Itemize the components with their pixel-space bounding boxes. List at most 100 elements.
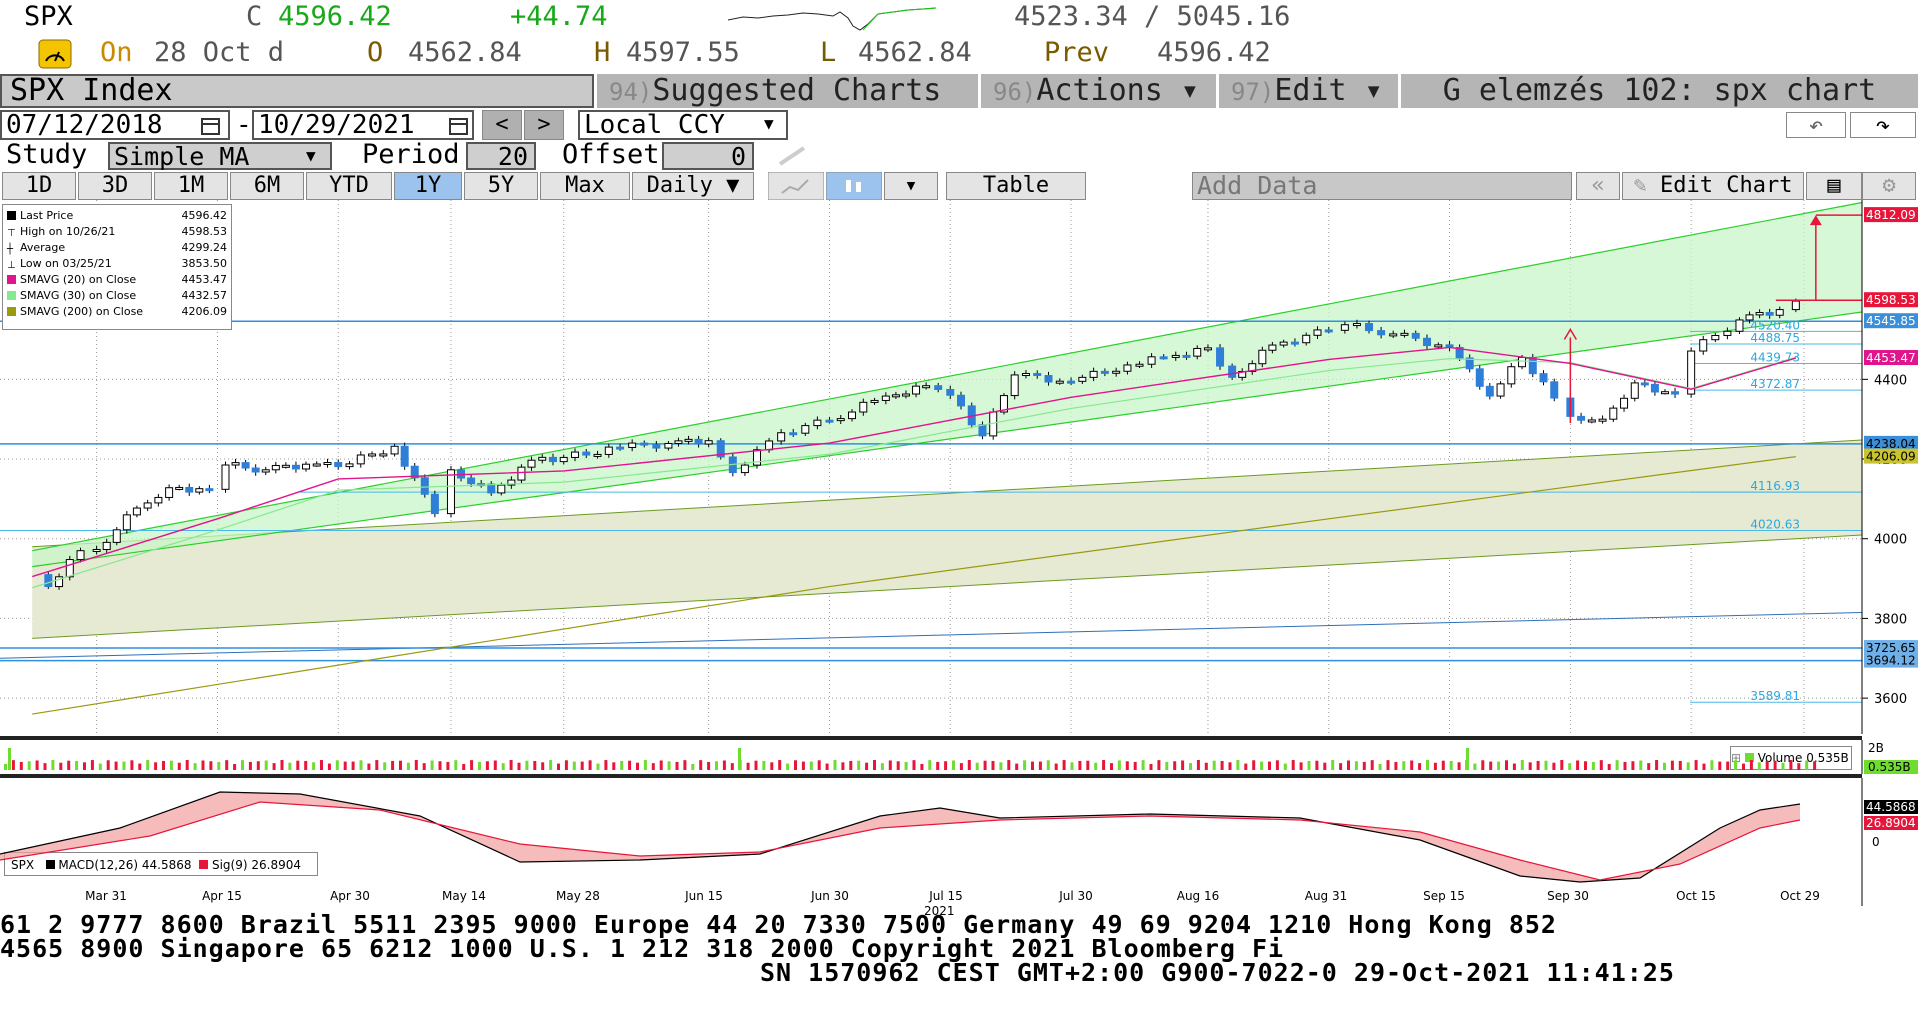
timeframe-3d[interactable]: 3D (78, 172, 152, 200)
study-select[interactable]: Simple MA (108, 142, 332, 170)
volume-bar (501, 763, 505, 770)
calendar-icon[interactable] (448, 116, 470, 136)
volume-bar (430, 760, 434, 770)
timeframe-5y[interactable]: 5Y (464, 172, 538, 200)
tab-suggested-charts[interactable]: 94)Suggested Charts (594, 74, 978, 108)
legend-value: 4432.57 (181, 289, 228, 302)
open-price: 4562.84 (408, 37, 522, 68)
contact-ticker-line-1: 61 2 9777 8600 Brazil 5511 2395 9000 Eur… (0, 910, 1557, 939)
volume-bar (51, 760, 55, 770)
indicator-panels[interactable]: 2B 0.535B 44.5868 26.8904 0 Mar 31 Apr 15 Apr 3… (0, 736, 1918, 906)
next-period-button[interactable]: > (524, 110, 564, 140)
x-tick-label: Jun 15 (684, 889, 723, 903)
volume-bar (983, 760, 987, 770)
prev-period-button[interactable]: < (482, 110, 522, 140)
candle (507, 479, 516, 486)
volume-bar (35, 760, 39, 770)
volume-bar (1441, 760, 1445, 770)
collapse-icon[interactable]: ⊞ (1731, 751, 1742, 765)
volume-bar (1623, 761, 1627, 770)
start-date-input[interactable]: 07/12/2018 (0, 110, 230, 140)
volume-bar (422, 763, 426, 770)
chevron-down-icon[interactable]: ▼ (306, 146, 316, 165)
legend-row: SMAVG (200) on Close 4206.09 (7, 304, 227, 319)
x-tick-label: Mar 31 (85, 889, 127, 903)
timeframe-1m[interactable]: 1M (154, 172, 228, 200)
x-tick-label: Aug 16 (1177, 889, 1220, 903)
chevron-down-icon[interactable]: ▼ (764, 114, 774, 133)
volume-bar (1102, 760, 1106, 770)
volume-bar (438, 761, 442, 770)
volume-bar (272, 763, 276, 770)
volume-bar (1773, 760, 1777, 770)
tab-number: 97) (1231, 78, 1275, 106)
volume-bar (833, 760, 837, 770)
candle (1324, 329, 1333, 333)
gear-icon[interactable]: ⚙ (1862, 172, 1916, 200)
timeframe-max[interactable]: Max (540, 172, 630, 200)
volume-bar (588, 760, 592, 770)
volume-bar (1536, 760, 1540, 770)
period-input[interactable]: 20 (466, 142, 536, 170)
candle (221, 464, 230, 490)
alert-gauge-icon[interactable] (38, 39, 72, 69)
edit-chart-button[interactable]: ✎ Edit Chart (1622, 172, 1804, 200)
low-marker-icon: ⊥ (7, 260, 16, 271)
chart-settings-icon[interactable]: ▤ (1806, 172, 1862, 200)
volume-bar (691, 763, 695, 770)
volume-bar (43, 763, 47, 770)
redo-button[interactable]: ↷ (1850, 112, 1916, 138)
candle (740, 464, 749, 474)
calendar-icon[interactable] (200, 116, 222, 136)
legend-row: ┼ Average 4299.24 (7, 240, 227, 255)
candle (1089, 370, 1098, 378)
candle (1159, 356, 1168, 360)
volume-bar (1062, 760, 1066, 770)
candle (1365, 323, 1374, 332)
tab-actions[interactable]: 96)Actions ▾ (978, 74, 1216, 108)
axis-tag-label: 0.535B (1868, 760, 1911, 774)
chart-type-dropdown[interactable]: ▾ (884, 172, 938, 200)
candle (1735, 319, 1744, 332)
candle (1671, 391, 1680, 395)
offset-input[interactable]: 0 (662, 142, 754, 170)
rewind-button[interactable]: « (1576, 172, 1620, 200)
add-data-input[interactable]: Add Data (1192, 172, 1572, 200)
candle (789, 432, 798, 436)
line-chart-icon[interactable] (768, 172, 824, 200)
candle (848, 411, 857, 420)
timeframe-1y[interactable]: 1Y (394, 172, 462, 200)
interval-select[interactable]: Daily ▼ (632, 172, 754, 200)
table-button[interactable]: Table (946, 172, 1086, 200)
volume-bar (1315, 760, 1319, 770)
volume-bar (1046, 760, 1050, 770)
volume-bar (177, 762, 181, 770)
panel-divider (0, 736, 1862, 740)
timeframe-ytd[interactable]: YTD (306, 172, 392, 200)
end-date-input[interactable]: 10/29/2021 (252, 110, 474, 140)
candle (1455, 346, 1464, 359)
legend-value: 4206.09 (181, 305, 228, 318)
volume-bar (1323, 762, 1327, 770)
volume-bar (1117, 760, 1121, 770)
volume-bar (1631, 761, 1635, 770)
pencil-icon[interactable] (776, 142, 810, 168)
tab-number: 96) (993, 78, 1037, 106)
tab-edit[interactable]: 97)Edit ▾ (1216, 74, 1398, 108)
candle (175, 486, 184, 490)
signal-label: Sig(9) (211, 858, 248, 872)
timeframe-6m[interactable]: 6M (230, 172, 304, 200)
candle-chart-icon[interactable] (826, 172, 882, 200)
volume-bar (162, 760, 165, 770)
candle (143, 502, 152, 509)
volume-bar (1268, 761, 1271, 770)
undo-button[interactable]: ↶ (1786, 112, 1846, 138)
volume-bar (596, 763, 600, 770)
currency-select[interactable]: Local CCY (578, 110, 788, 140)
period-label: Period (362, 139, 460, 170)
timeframe-1d[interactable]: 1D (2, 172, 76, 200)
volume-bar (1560, 760, 1564, 770)
security-field[interactable]: SPX Index (0, 74, 594, 108)
axis-tag (1864, 350, 1918, 366)
